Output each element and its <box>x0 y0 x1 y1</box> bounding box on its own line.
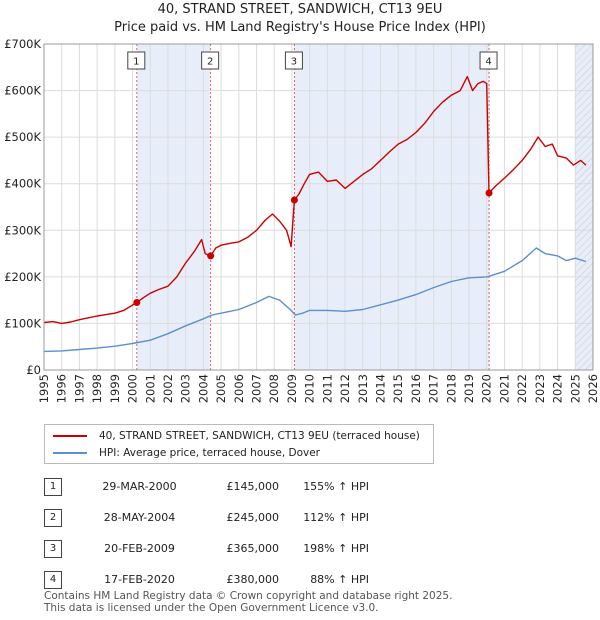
chart-legend: 40, STRAND STREET, SANDWICH, CT13 9EU (t… <box>44 424 434 464</box>
projection-hatch <box>575 44 593 370</box>
x-tick-label: 2014 <box>373 374 387 403</box>
x-tick-label: 1996 <box>55 374 69 403</box>
table-row: 1 29-MAR-2000 £145,000 155% ↑ HPI <box>44 471 369 502</box>
sale-hpi-change: 112% ↑ HPI <box>303 511 369 524</box>
x-tick-label: 2012 <box>338 374 352 403</box>
sale-label-text: 2 <box>207 57 213 68</box>
sale-label-box <box>127 51 146 70</box>
sale-label-text: 1 <box>133 57 139 68</box>
y-tick-label: £700K <box>4 37 41 51</box>
legend-swatch-hpi <box>53 452 87 454</box>
price-chart: 1 2 3 4 £0 £100K £200K £300K £400K £500K £600K £700… <box>4 37 600 403</box>
sale-number-badge: 1 <box>44 477 62 496</box>
x-tick-label: 2016 <box>409 374 423 403</box>
x-tick-label: 2003 <box>179 374 193 403</box>
sale-point <box>207 252 215 260</box>
x-tick-label: 2006 <box>232 374 246 403</box>
sale-point <box>485 189 493 197</box>
x-tick-label: 2024 <box>551 374 565 403</box>
x-tick-label: 1997 <box>72 374 86 403</box>
x-tick-label: 2019 <box>462 374 476 403</box>
x-tick-label: 2013 <box>356 374 370 403</box>
x-tick-label: 2001 <box>143 374 157 403</box>
table-row: 4 17-FEB-2020 £380,000 88% ↑ HPI <box>44 564 369 595</box>
x-tick-label: 2021 <box>497 374 511 403</box>
hpi-series-line <box>43 247 587 353</box>
x-tick-label: 2002 <box>161 374 175 403</box>
x-tick-label: 2017 <box>427 374 441 403</box>
y-tick-label: £600K <box>4 84 41 98</box>
x-tick-label: 2008 <box>267 374 281 403</box>
sale-hpi-change: 155% ↑ HPI <box>303 480 369 493</box>
x-tick-label: 2009 <box>285 374 299 403</box>
x-tick-label: 2005 <box>214 374 228 403</box>
sale-label-box <box>201 51 220 70</box>
sale-date: 28-MAY-2004 <box>103 511 176 524</box>
sale-label-text: 3 <box>291 57 297 68</box>
x-tick-label: 2000 <box>126 374 140 403</box>
sale-number-badge: 4 <box>44 570 62 589</box>
sale-number-badge: 3 <box>44 539 62 558</box>
legend-swatch-property <box>53 435 87 437</box>
x-tick-label: 1998 <box>90 374 104 403</box>
legend-label-hpi: HPI: Average price, terraced house, Dove… <box>99 447 320 459</box>
x-tick-label: 2022 <box>515 374 529 403</box>
y-tick-label: £400K <box>4 177 41 191</box>
x-tick-label: 2015 <box>391 374 405 403</box>
sale-price: £145,000 <box>226 480 280 493</box>
footer-line-licence: This data is licensed under the Open Gov… <box>44 602 379 614</box>
y-tick-label: £100K <box>4 316 41 330</box>
table-row: 2 28-MAY-2004 £245,000 112% ↑ HPI <box>44 502 369 533</box>
x-tick-label: 1999 <box>108 374 122 403</box>
chart-title-line1: 40, STRAND STREET, SANDWICH, CT13 9EU <box>157 2 443 17</box>
x-tick-label: 2023 <box>533 374 547 403</box>
sale-hpi-change: 88% ↑ HPI <box>310 573 369 586</box>
sales-table: 1 29-MAR-2000 £145,000 155% ↑ HPI 2 28-M… <box>44 471 369 595</box>
x-tick-label: 2026 <box>586 374 600 403</box>
plot-frame <box>43 43 594 371</box>
sale-hpi-change: 198% ↑ HPI <box>303 542 369 555</box>
x-tick-label: 1995 <box>37 374 51 403</box>
x-tick-label: 2020 <box>480 374 494 403</box>
sale-point <box>290 196 298 204</box>
footer-line-copyright: Contains HM Land Registry data © Crown c… <box>44 590 453 602</box>
x-tick-label: 2007 <box>250 374 264 403</box>
sale-price: £380,000 <box>226 573 280 586</box>
x-tick-label: 2018 <box>444 374 458 403</box>
y-tick-label: £300K <box>4 223 41 237</box>
sale-point <box>133 298 141 306</box>
y-tick-label: £0 <box>26 363 41 377</box>
y-tick-label: £500K <box>4 130 41 144</box>
legend-item-property: 40, STRAND STREET, SANDWICH, CT13 9EU (t… <box>53 428 420 444</box>
shaded-range <box>136 44 211 370</box>
sale-date: 29-MAR-2000 <box>102 480 177 493</box>
x-tick-label: 2010 <box>303 374 317 403</box>
sale-price: £245,000 <box>226 511 280 524</box>
x-tick-label: 2011 <box>320 374 334 403</box>
sale-label-text: 4 <box>485 57 491 68</box>
sale-label-box <box>284 51 303 70</box>
legend-label-property: 40, STRAND STREET, SANDWICH, CT13 9EU (t… <box>99 430 420 442</box>
x-tick-label: 2004 <box>196 374 210 403</box>
footer-notice: Contains HM Land Registry data © Crown c… <box>44 590 452 614</box>
sale-price: £365,000 <box>226 542 280 555</box>
chart-title-line2: Price paid vs. HM Land Registry's House … <box>114 20 486 35</box>
sale-date: 20-FEB-2009 <box>104 542 175 555</box>
x-tick-label: 2025 <box>568 374 582 403</box>
sale-date: 17-FEB-2020 <box>104 573 175 586</box>
y-tick-label: £200K <box>4 270 41 284</box>
property-series-line <box>43 75 587 325</box>
legend-item-hpi: HPI: Average price, terraced house, Dove… <box>53 445 320 461</box>
table-row: 3 20-FEB-2009 £365,000 198% ↑ HPI <box>44 533 369 564</box>
sale-label-box <box>479 51 498 70</box>
shaded-range <box>294 44 490 370</box>
sale-number-badge: 2 <box>44 508 62 527</box>
